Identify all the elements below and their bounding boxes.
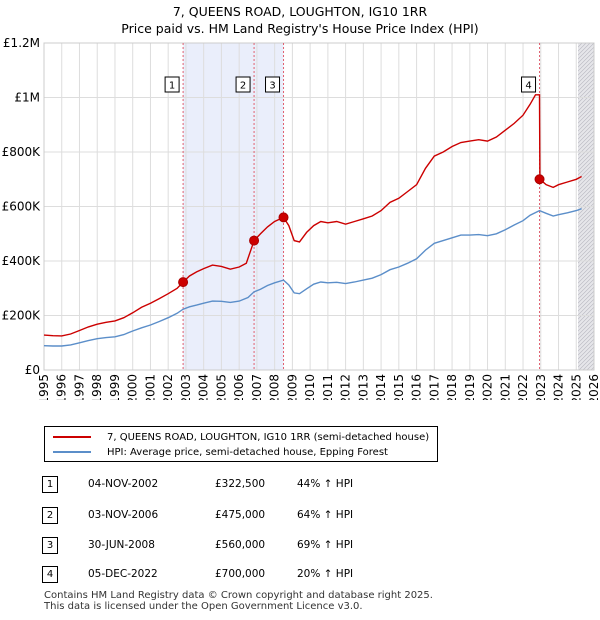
sale-date: 04-NOV-2002 <box>88 478 159 490</box>
sale-date: 05-DEC-2022 <box>88 568 158 580</box>
plot-frame <box>43 42 595 371</box>
x-tick-label: 2010 <box>303 374 317 400</box>
x-tick-label: 2002 <box>161 374 175 400</box>
sale-date: 03-NOV-2006 <box>88 509 159 521</box>
legend-item-hpi: HPI: Average price, semi-detached house,… <box>53 445 388 459</box>
sale-row-2: 2 03-NOV-2006 £475,000 64% ↑ HPI <box>0 507 600 525</box>
y-tick-label: £800K <box>2 145 42 159</box>
hpi-series-line <box>43 208 582 347</box>
sale-badge-label: 1 <box>169 81 175 92</box>
chart-legend: 7, QUEENS ROAD, LOUGHTON, IG10 1RR (semi… <box>44 426 438 462</box>
footer-copyright: Contains HM Land Registry data © Crown c… <box>44 590 433 601</box>
x-tick-label: 2003 <box>179 374 193 400</box>
sale-badge-label: 4 <box>525 81 531 92</box>
sale-badge-label: 2 <box>240 81 246 92</box>
x-tick-label: 2021 <box>498 374 512 400</box>
sale-number-badge: 4 <box>42 566 58 583</box>
x-tick-label: 2000 <box>126 374 140 400</box>
x-tick-label: 2004 <box>197 374 211 400</box>
sale-point <box>278 212 289 223</box>
x-tick-label: 2007 <box>250 374 264 400</box>
x-tick-label: 1998 <box>90 374 104 400</box>
footer-licence: This data is licensed under the Open Gov… <box>44 601 363 612</box>
x-tick-label: 2023 <box>534 374 548 400</box>
legend-label-hpi: HPI: Average price, semi-detached house,… <box>107 446 388 458</box>
x-tick-label: 2011 <box>321 374 335 400</box>
y-tick-label: £0 <box>25 363 40 377</box>
sale-badge-box <box>521 76 537 93</box>
x-tick-label: 1997 <box>72 374 86 400</box>
legend-swatch-red <box>53 436 91 438</box>
y-tick-label: £1M <box>14 91 40 105</box>
x-tick-label: 2019 <box>463 374 477 400</box>
legend-swatch-blue <box>53 451 91 453</box>
sale-row-4: 4 05-DEC-2022 £700,000 20% ↑ HPI <box>0 566 600 584</box>
sale-badge: 2 <box>235 76 251 93</box>
x-tick-label: 2012 <box>339 374 353 400</box>
y-tick-label: £600K <box>2 200 42 214</box>
sale-number-badge: 1 <box>42 476 58 493</box>
x-tick-label: 2009 <box>285 374 299 400</box>
x-tick-label: 2018 <box>445 374 459 400</box>
sale-row-1: 1 04-NOV-2002 £322,500 44% ↑ HPI <box>0 476 600 494</box>
sale-badge-box <box>164 76 180 93</box>
x-tick-label: 2016 <box>410 374 424 400</box>
sale-hpi-delta: 69% ↑ HPI <box>297 539 354 551</box>
x-tick-label: 2005 <box>214 374 228 400</box>
sale-number-badge: 2 <box>42 507 58 524</box>
sale-badge-box <box>235 76 251 93</box>
sale-badge-label: 3 <box>269 81 275 92</box>
x-tick-label: 2001 <box>143 374 157 400</box>
sale-hpi-delta: 20% ↑ HPI <box>297 568 354 580</box>
sale-price: £700,000 <box>215 568 266 580</box>
sale-badge: 1 <box>164 76 180 93</box>
x-tick-label: 1995 <box>37 374 51 400</box>
y-tick-label: £1.2M <box>3 36 40 50</box>
sale-hpi-delta: 44% ↑ HPI <box>297 478 354 490</box>
x-tick-label: 2013 <box>356 374 370 400</box>
sale-badge-box <box>265 76 281 93</box>
x-tick-label: 2026 <box>587 374 600 400</box>
chart-subtitle: Price paid vs. HM Land Registry's House … <box>121 21 479 36</box>
x-tick-label: 2014 <box>374 374 388 400</box>
sale-number-badge: 3 <box>42 537 58 554</box>
y-tick-label: £400K <box>2 254 42 268</box>
x-tick-label: 2017 <box>427 374 441 400</box>
sale-price: £322,500 <box>215 478 266 490</box>
sale-date: 30-JUN-2008 <box>88 539 155 551</box>
legend-item-property: 7, QUEENS ROAD, LOUGHTON, IG10 1RR (semi… <box>53 430 429 444</box>
sale-price: £560,000 <box>215 539 266 551</box>
price-chart: 1 2 3 4 £0 £200K £400K £600K £800K £1M £1.2M 1995 1… <box>2 36 600 400</box>
sale-point <box>178 277 189 288</box>
y-tick-label: £200K <box>2 309 42 323</box>
sale-badge: 4 <box>521 76 537 93</box>
sale-row-3: 3 30-JUN-2008 £560,000 69% ↑ HPI <box>0 537 600 555</box>
sale-badge: 3 <box>265 76 281 93</box>
sale-point <box>534 174 545 185</box>
x-tick-label: 2024 <box>552 374 566 400</box>
x-tick-label: 2006 <box>232 374 246 400</box>
x-tick-label: 2020 <box>481 374 495 400</box>
sale-price: £475,000 <box>215 509 266 521</box>
chart-title: 7, QUEENS ROAD, LOUGHTON, IG10 1RR <box>172 4 428 19</box>
x-tick-label: 1996 <box>55 374 69 400</box>
x-tick-label: 2025 <box>569 374 583 400</box>
x-tick-label: 2015 <box>392 374 406 400</box>
sale-hpi-delta: 64% ↑ HPI <box>297 509 354 521</box>
x-tick-label: 2008 <box>268 374 282 400</box>
x-tick-label: 1999 <box>108 374 122 400</box>
sale-point <box>249 235 260 246</box>
legend-label-property: 7, QUEENS ROAD, LOUGHTON, IG10 1RR (semi… <box>107 431 430 443</box>
property-series-line <box>43 94 582 337</box>
x-tick-label: 2022 <box>516 374 530 400</box>
